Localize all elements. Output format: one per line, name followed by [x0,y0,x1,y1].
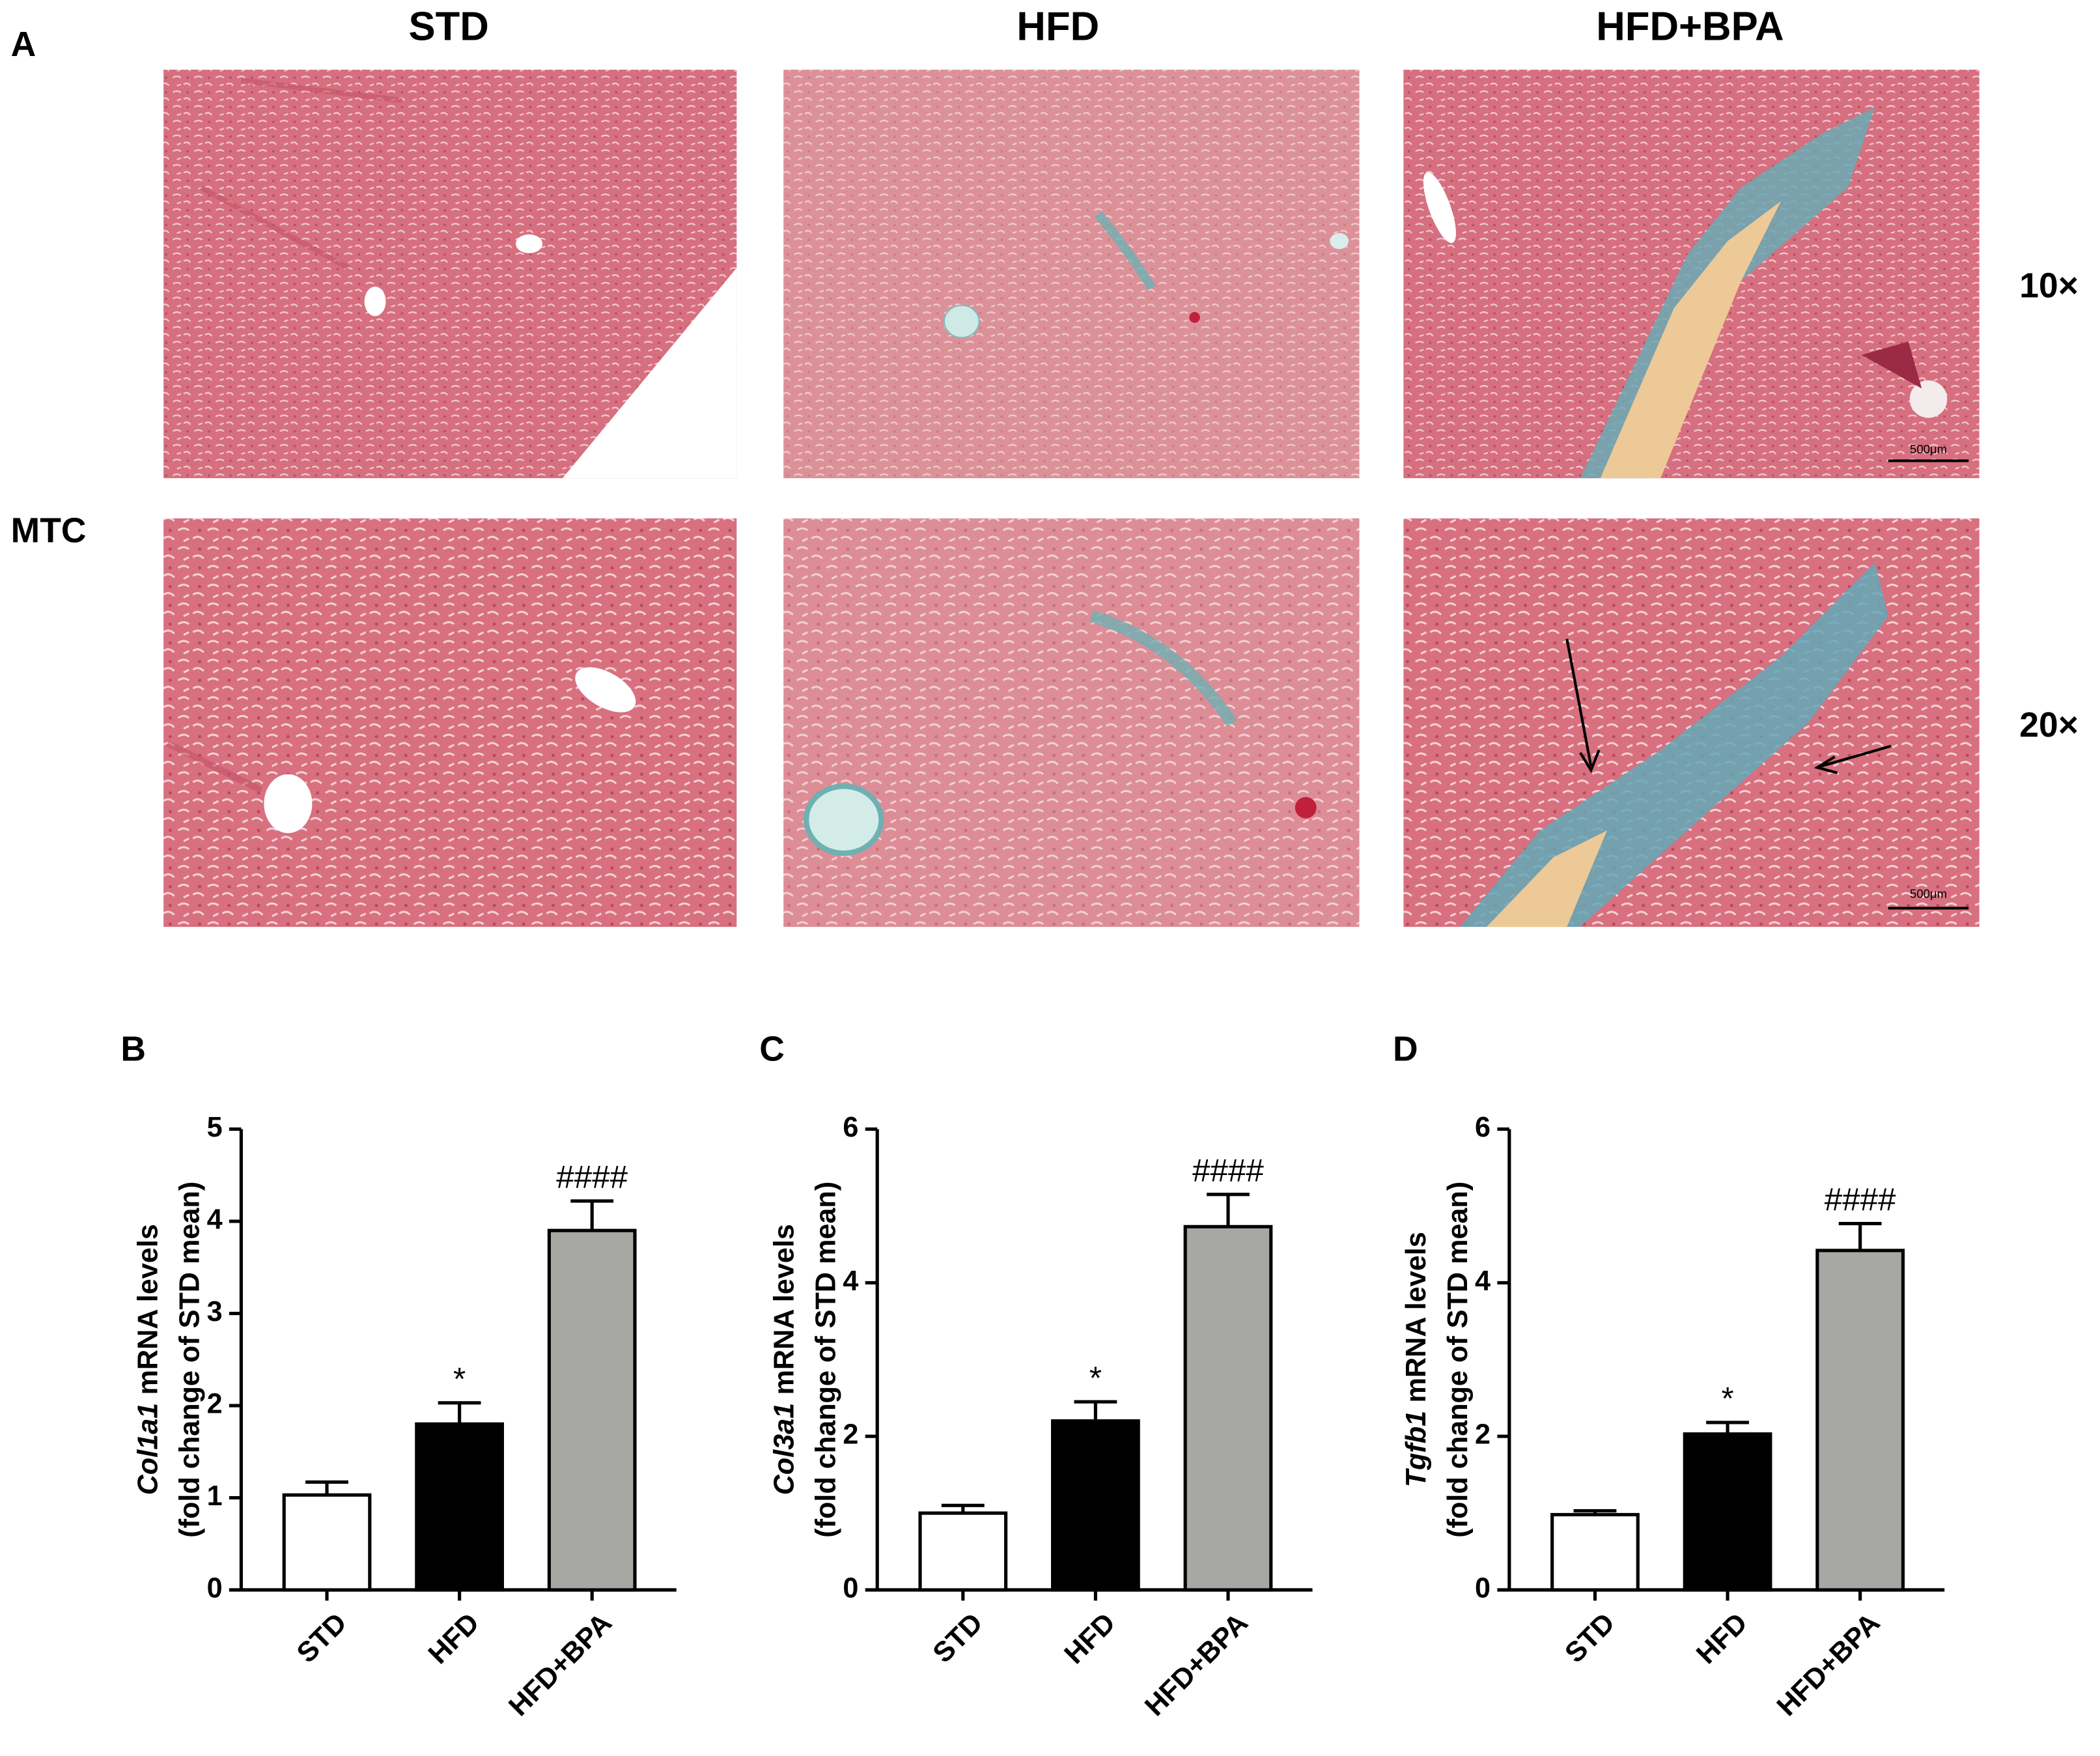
x-tick-label: HFD+BPA [503,1607,618,1722]
y-tick-label: 4 [207,1204,223,1235]
bar [1051,1419,1140,1592]
bar [1550,1512,1640,1592]
y-tick-label: 1 [207,1480,223,1512]
panel-label: B [120,1030,146,1068]
y-axis-label-text: mRNA levels [769,1224,800,1395]
y-axis-label-gene: Tgfb1 [1401,1411,1432,1488]
x-tick-label: HFD [1690,1607,1754,1670]
micrograph [783,69,1360,479]
y-tick-label: 2 [843,1419,858,1451]
y-axis-label: (fold change of STD mean) [811,1182,842,1538]
panel-label: D [1393,1030,1418,1068]
y-axis-label: Col1a1 mRNA levels [133,1224,164,1495]
x-tick-label: STD [927,1607,989,1669]
bar [1815,1249,1905,1592]
y-axis-label: (fold change of STD mean) [175,1182,206,1538]
micrograph [1403,69,1980,479]
significance-label: #### [1192,1153,1264,1189]
y-tick-label: 5 [207,1112,223,1143]
y-axis-label: Tgfb1 mRNA levels [1401,1232,1432,1487]
column-title: STD [408,5,488,50]
y-tick-label: 2 [207,1388,223,1419]
y-tick-label: 6 [1475,1112,1491,1143]
panel-label: C [759,1030,785,1068]
x-tick-label: HFD [1059,1607,1122,1670]
bar [1183,1225,1273,1592]
y-axis-label-gene: Col1a1 [133,1403,164,1495]
significance-label: * [1089,1360,1102,1396]
micrograph [1403,518,1980,928]
panel-label: A [11,25,36,64]
y-axis-label-text: mRNA levels [133,1224,164,1395]
y-tick-label: 0 [1475,1572,1491,1604]
micrograph [163,518,737,928]
scale-bar-label: 500μm [1910,887,1947,901]
x-tick-label: STD [291,1607,353,1669]
y-axis-label-gene: Col3a1 [769,1403,800,1495]
bar [415,1422,504,1592]
y-tick-label: 0 [207,1572,223,1604]
y-axis-label: (fold change of STD mean) [1442,1182,1474,1538]
column-title: HFD+BPA [1596,5,1784,50]
column-title: HFD [1016,5,1099,50]
y-axis-label-text: mRNA levels [1401,1232,1432,1402]
bar [1683,1432,1772,1592]
y-axis-label: Col3a1 mRNA levels [769,1224,800,1495]
x-tick-label: HFD [423,1607,486,1670]
scale-bar-label: 500μm [1910,442,1947,456]
significance-label: #### [1825,1182,1896,1218]
micrograph [163,69,737,479]
y-tick-label: 2 [1475,1419,1491,1451]
y-tick-label: 4 [1475,1266,1491,1297]
y-tick-label: 0 [843,1572,858,1604]
significance-label: #### [556,1159,628,1195]
x-tick-label: STD [1559,1607,1621,1669]
x-tick-label: HFD+BPA [1771,1607,1886,1722]
magnification-label: 20× [2019,706,2079,744]
y-tick-label: 3 [207,1296,223,1327]
y-tick-label: 4 [843,1266,858,1297]
x-tick-label: HFD+BPA [1139,1607,1254,1722]
stain-label: MTC [11,512,87,550]
magnification-label: 10× [2019,266,2079,305]
bar [282,1493,372,1592]
bar [547,1228,637,1592]
significance-label: * [453,1361,466,1397]
y-tick-label: 6 [843,1112,858,1143]
significance-label: * [1721,1381,1733,1417]
bar [918,1511,1008,1592]
micrograph [783,518,1360,928]
